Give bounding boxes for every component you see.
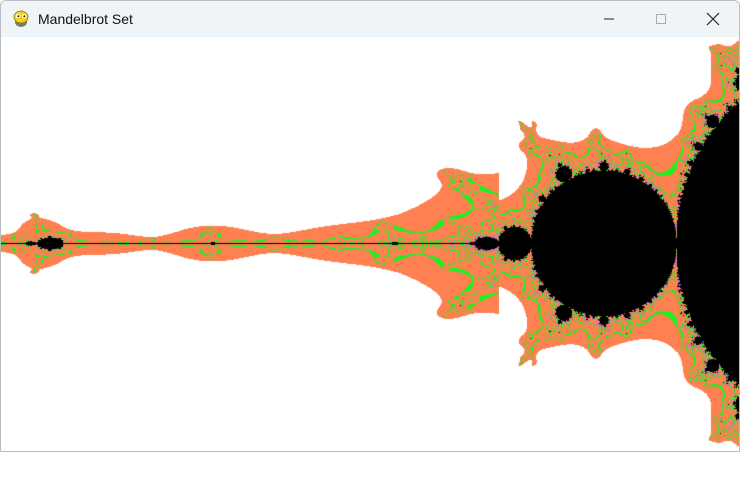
mandelbrot-canvas[interactable]: [1, 37, 739, 451]
close-button[interactable]: [687, 1, 739, 37]
minimize-button[interactable]: [583, 1, 635, 37]
maximize-icon: [656, 14, 666, 24]
maximize-button[interactable]: [635, 1, 687, 37]
window-title: Mandelbrot Set: [38, 11, 133, 27]
app-window: Mandelbrot Set: [0, 0, 740, 452]
pygame-snake-icon: [11, 9, 31, 29]
title-bar[interactable]: Mandelbrot Set: [1, 1, 739, 37]
close-icon: [706, 12, 720, 26]
minimize-icon: [604, 18, 614, 20]
